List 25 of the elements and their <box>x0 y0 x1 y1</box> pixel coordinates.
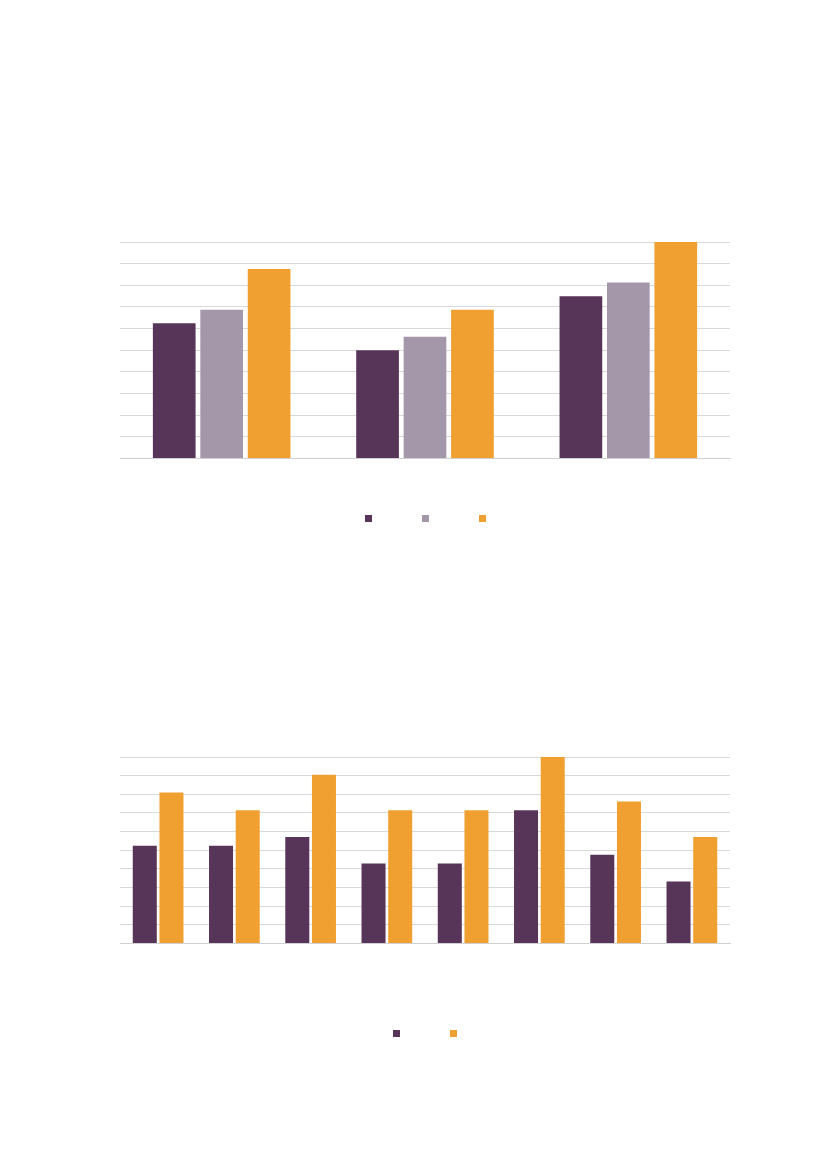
bar <box>209 845 234 944</box>
bar <box>654 242 698 459</box>
bar <box>235 810 260 944</box>
bar <box>559 296 603 459</box>
bar <box>590 854 615 944</box>
bar <box>159 792 184 944</box>
bar <box>616 801 641 944</box>
bar <box>666 881 691 944</box>
bar <box>693 837 718 944</box>
bar <box>311 774 336 944</box>
bar <box>361 863 386 944</box>
bar <box>285 837 310 944</box>
bar <box>200 309 244 459</box>
bar <box>540 757 565 944</box>
bar <box>356 350 399 459</box>
bar <box>132 845 157 944</box>
bar <box>606 282 650 459</box>
bar <box>403 336 447 459</box>
bar <box>437 863 462 944</box>
bar <box>464 810 489 944</box>
bar <box>514 810 539 944</box>
bar <box>451 309 494 459</box>
bar <box>388 810 413 944</box>
bar <box>152 323 196 459</box>
bar <box>247 269 291 459</box>
